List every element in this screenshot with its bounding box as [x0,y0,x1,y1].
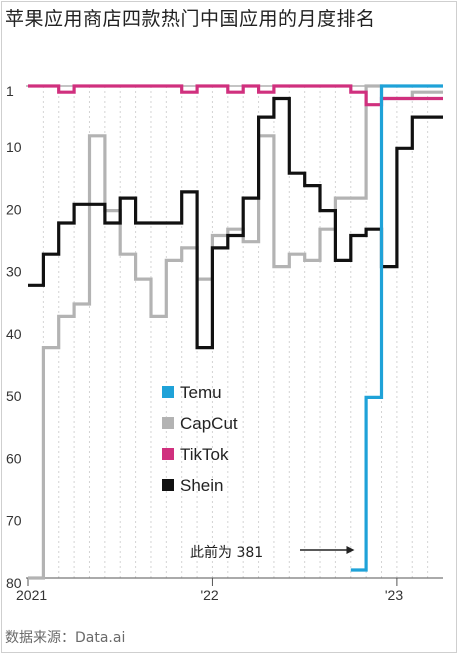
legend-swatch-capcut [162,417,174,429]
y-tick-label: 60 [6,450,22,466]
y-tick-label: 1 [6,83,14,99]
legend-label-shein: Shein [180,476,223,495]
legend-swatch-shein [162,479,174,491]
x-tick-label: '23 [385,587,403,603]
annotation-text: 此前为 381 [190,544,263,561]
source-note: 数据来源：Data.ai [5,630,126,646]
y-tick-label: 40 [6,326,22,342]
annotation-arrowhead [346,546,355,554]
series-line-temu [350,84,443,572]
chart-title: 苹果应用商店四款热门中国应用的月度排名 [5,8,376,30]
series-line-shein [28,96,443,350]
y-tick-label: 20 [6,201,22,217]
legend-label-temu: Temu [180,383,222,402]
y-tick-label: 30 [6,264,22,280]
x-tick-label: '22 [200,587,218,603]
legend-swatch-tiktok [162,448,174,460]
y-tick-label: 50 [6,388,22,404]
legend-label-tiktok: TikTok [180,445,229,464]
y-tick-label: 10 [6,139,22,155]
y-tick-label: 80 [6,575,22,591]
x-tick-label: 2021 [16,587,47,603]
y-tick-label: 70 [6,513,22,529]
series-line-tiktok [28,84,443,107]
legend-label-capcut: CapCut [180,414,238,433]
legend-swatch-temu [162,386,174,398]
